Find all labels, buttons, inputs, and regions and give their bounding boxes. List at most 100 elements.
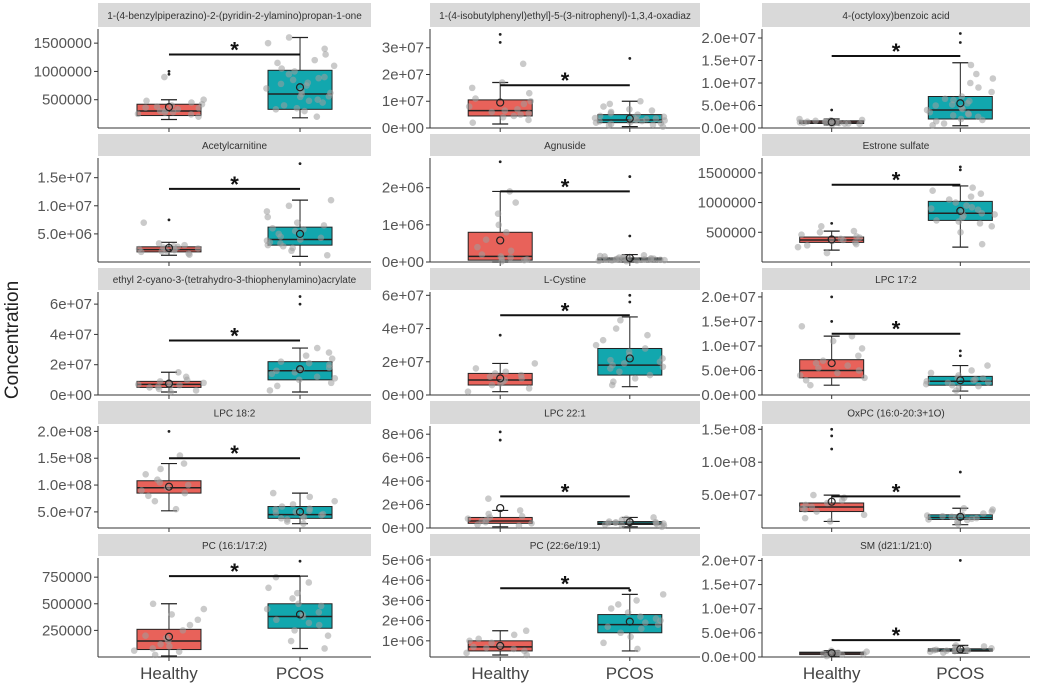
outlier-point [167, 429, 171, 433]
data-point [923, 512, 931, 519]
data-point [520, 100, 528, 108]
panel: Estrone sulfate 500000 1000000 1500000 * [698, 134, 1030, 266]
y-tick-label: 3e+06 [382, 592, 424, 609]
facet-title: 1-(4-benzylpiperazino)-2-(pyridin-2-ylam… [107, 11, 362, 22]
data-point [472, 365, 480, 372]
outlier-point [298, 162, 302, 166]
data-point [181, 489, 189, 497]
significance-marker: * [892, 168, 901, 193]
data-point [638, 117, 646, 125]
data-point [263, 208, 271, 215]
data-point [184, 481, 192, 489]
y-tick-label: 5.0e+07 [701, 487, 756, 504]
data-point [305, 579, 313, 586]
x-tick-label: Healthy [803, 664, 861, 683]
data-point [932, 117, 940, 125]
data-point [311, 56, 319, 64]
data-point [174, 243, 182, 251]
data-point [300, 520, 307, 528]
y-tick-label: 1500000 [34, 35, 92, 52]
data-point [602, 256, 610, 263]
data-point [497, 253, 505, 260]
facet-title: L-Cystine [544, 275, 587, 286]
y-tick-label: 5.0e+06 [37, 226, 92, 243]
mean-marker [496, 641, 505, 650]
data-point [955, 384, 963, 391]
data-point [293, 104, 301, 112]
data-point [305, 97, 313, 105]
data-point [330, 62, 338, 70]
facet-strip [762, 3, 1030, 27]
data-point [306, 493, 314, 501]
facet-strip [98, 268, 371, 290]
data-point [289, 244, 297, 252]
data-point [943, 647, 950, 655]
data-point [285, 70, 293, 78]
facet-strip [762, 534, 1030, 556]
data-point [151, 651, 159, 659]
mean-marker [956, 645, 965, 654]
outlier-point [958, 168, 962, 172]
data-point [620, 360, 628, 367]
facet-strip [762, 268, 1030, 290]
data-point [969, 184, 976, 192]
data-point [498, 79, 506, 86]
data-point [837, 235, 845, 243]
y-tick-label: 6e+07 [50, 296, 92, 313]
data-point [617, 316, 624, 324]
data-point [273, 616, 280, 624]
data-point [463, 649, 470, 657]
data-point [478, 251, 486, 258]
outlier-point [167, 72, 171, 76]
facet-title: SM (d21:1/21:0) [860, 541, 932, 552]
facet-title: Estrone sulfate [863, 141, 930, 152]
data-point [623, 515, 630, 522]
data-point [512, 199, 519, 206]
outlier-point [830, 447, 834, 451]
data-point [195, 104, 203, 112]
facet-strip [430, 268, 700, 290]
data-point [853, 233, 860, 240]
data-point [142, 104, 149, 111]
data-point [263, 237, 271, 244]
data-point [320, 222, 328, 229]
data-point [631, 375, 639, 382]
data-point [834, 369, 841, 377]
data-point [932, 646, 940, 654]
mean-marker [496, 503, 505, 513]
mean-marker [827, 118, 836, 127]
x-tick-label: PCOS [606, 664, 654, 683]
y-tick-label: 0e+00 [382, 520, 424, 537]
facet-title: PC (22:6e/19:1) [530, 541, 601, 552]
data-point [200, 96, 207, 104]
facet-strip [762, 134, 1030, 156]
data-point [633, 597, 640, 604]
y-tick-label: 750000 [42, 569, 92, 586]
y-tick-label: 1.0e+08 [37, 477, 92, 494]
data-point [821, 118, 829, 126]
data-point [657, 119, 665, 127]
outlier-point [298, 559, 302, 563]
data-point [973, 514, 980, 522]
data-point [503, 228, 510, 236]
data-point [482, 644, 490, 652]
y-tick-label: 2.0e+08 [37, 423, 92, 440]
mean-marker [496, 236, 505, 245]
data-point [827, 647, 835, 655]
y-tick-label: 6e+06 [382, 450, 424, 467]
data-point [507, 247, 515, 255]
data-point [617, 629, 624, 637]
data-point [470, 643, 477, 651]
data-point [301, 107, 308, 115]
data-point [200, 605, 208, 613]
data-point [638, 625, 645, 633]
data-point [624, 609, 632, 616]
facet-strip [98, 534, 371, 556]
data-point [321, 45, 328, 53]
data-point [641, 345, 649, 352]
data-point [604, 623, 612, 630]
y-tick-label: 1e+06 [382, 633, 424, 650]
significance-marker: * [561, 298, 570, 323]
data-point [156, 378, 164, 385]
mean-marker [164, 379, 174, 388]
